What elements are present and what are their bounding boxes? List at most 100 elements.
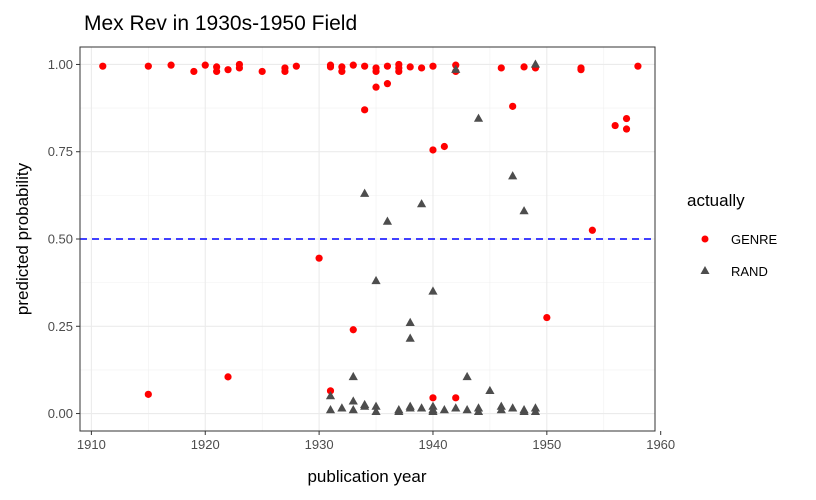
genre-points [99, 60, 642, 402]
rand-point [530, 59, 541, 68]
rand-point [416, 199, 427, 208]
genre-point [383, 80, 392, 88]
x-tick-label: 1940 [419, 437, 448, 452]
rand-point [325, 391, 336, 400]
chart-title: Mex Rev in 1930s-1950 Field [84, 12, 357, 35]
rand-point [439, 405, 449, 414]
x-axis-title: publication year [307, 467, 426, 486]
genre-point [429, 62, 437, 70]
y-tick-label: 1.00 [48, 57, 73, 72]
genre-point [99, 62, 107, 70]
genre-point [326, 63, 335, 71]
legend-label-genre: GENRE [731, 232, 778, 247]
rand-point [519, 206, 529, 215]
legend-key-genre [701, 235, 709, 243]
x-tick-label: 1930 [305, 437, 334, 452]
rand-point [416, 403, 427, 412]
legend: actually GENRE RAND [687, 191, 778, 279]
rand-point [371, 275, 381, 285]
rand-point [508, 403, 518, 412]
rand-point [405, 333, 415, 342]
rand-point [360, 399, 370, 409]
rand-point [508, 171, 518, 180]
rand-point [473, 113, 484, 122]
legend-label-rand: RAND [731, 264, 768, 279]
genre-point [361, 62, 369, 70]
x-axis-ticks: 1910 1920 1930 1940 1950 1960 [77, 431, 675, 452]
genre-point [622, 114, 631, 123]
genre-point [634, 62, 642, 70]
genre-point [292, 62, 300, 70]
genre-point [520, 63, 528, 71]
genre-point [395, 60, 403, 69]
rand-point [530, 406, 541, 415]
rand-point [337, 403, 347, 412]
y-axis-ticks: 0.00 0.25 0.50 0.75 1.00 [48, 57, 80, 421]
y-tick-label: 0.50 [48, 232, 73, 247]
genre-point [190, 67, 198, 76]
rand-point [428, 286, 438, 295]
genre-point [611, 121, 619, 130]
rand-point [394, 406, 404, 415]
genre-point [497, 64, 505, 72]
y-tick-label: 0.25 [48, 319, 73, 334]
rand-point [496, 405, 506, 414]
x-tick-label: 1950 [532, 437, 561, 452]
rand-point [360, 188, 370, 197]
genre-point [224, 373, 232, 381]
rand-point [519, 406, 529, 415]
rand-points [325, 59, 541, 415]
x-tick-label: 1920 [191, 437, 220, 452]
genre-point [383, 62, 392, 70]
rand-point [348, 371, 358, 381]
genre-point [509, 102, 517, 110]
rand-point [382, 216, 393, 225]
genre-point [201, 61, 209, 69]
genre-point [361, 106, 369, 114]
genre-point [258, 67, 266, 76]
y-tick-label: 0.75 [48, 144, 73, 159]
genre-point [406, 63, 414, 71]
rand-point [462, 371, 472, 381]
genre-point [452, 394, 460, 402]
genre-point [372, 64, 380, 72]
genre-point [144, 390, 152, 398]
rand-point [325, 405, 336, 414]
rand-point [485, 385, 495, 395]
genre-point [622, 125, 631, 133]
genre-point [144, 62, 152, 70]
genre-point [440, 142, 448, 151]
genre-point [281, 67, 289, 76]
rand-point [405, 403, 415, 412]
genre-point [417, 64, 426, 72]
genre-point [429, 394, 437, 402]
y-axis-title: predicted probability [13, 162, 32, 315]
genre-point [326, 387, 335, 395]
rand-point [405, 317, 415, 326]
rand-point [473, 406, 484, 415]
genre-point [213, 63, 221, 71]
genre-point [577, 64, 585, 72]
rand-point [462, 405, 472, 414]
genre-point [338, 63, 346, 71]
x-tick-label: 1910 [77, 437, 106, 452]
x-tick-label: 1960 [646, 437, 675, 452]
rand-point [451, 403, 461, 412]
genre-point [235, 60, 244, 69]
rand-point [451, 64, 461, 73]
genre-point [588, 226, 596, 234]
genre-point [543, 313, 551, 322]
rand-point [348, 405, 358, 414]
rand-point [348, 396, 358, 405]
genre-point [224, 66, 232, 74]
genre-point [372, 83, 380, 91]
legend-key-rand [700, 266, 710, 274]
genre-point [349, 326, 357, 334]
rand-point [371, 406, 381, 415]
genre-point [349, 61, 357, 69]
genre-point [315, 254, 323, 262]
legend-title: actually [687, 191, 745, 210]
rand-point [371, 401, 381, 410]
genre-point [167, 61, 175, 69]
